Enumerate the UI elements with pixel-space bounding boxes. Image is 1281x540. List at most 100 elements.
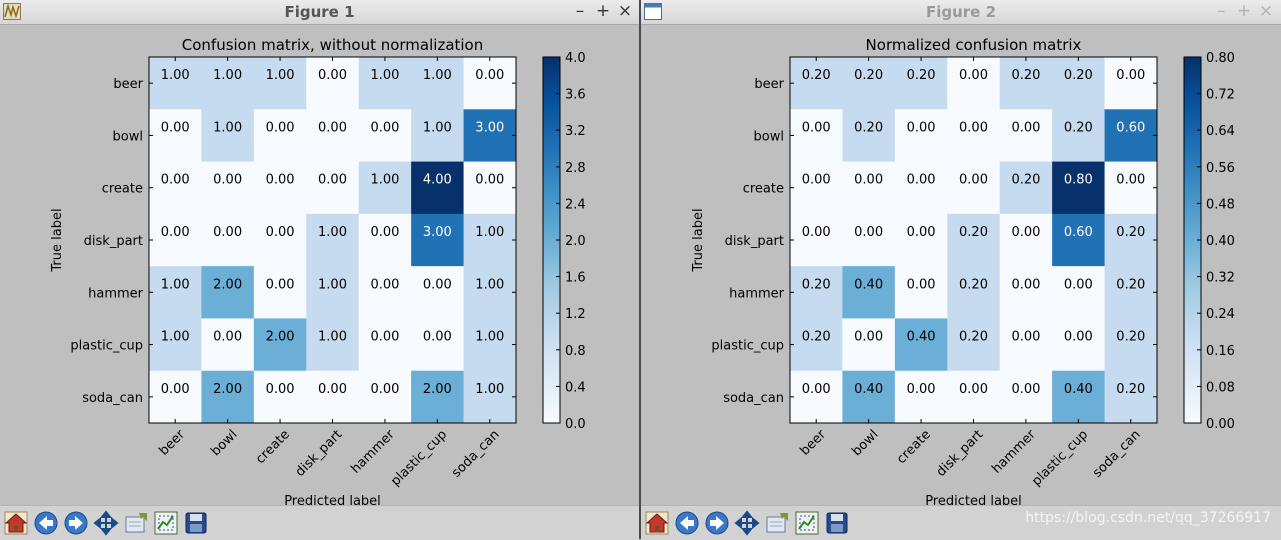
cell-value-label: 0.00 (907, 225, 936, 240)
matrix-cell (411, 57, 465, 110)
minimize-button[interactable]: – (1216, 1, 1226, 21)
back-arrow-button[interactable] (33, 510, 59, 536)
cell-value-label: 0.40 (854, 277, 883, 292)
cell-value-label: 0.00 (1011, 225, 1040, 240)
matrix-cell (358, 109, 412, 163)
cell-value-label: 0.00 (213, 173, 242, 188)
configure-subplots-icon (795, 511, 819, 535)
matrix-cell (149, 109, 202, 163)
figure-2-toolbar (641, 505, 1281, 540)
cell-value-label: 0.20 (959, 330, 988, 345)
matrix-cell (947, 57, 1001, 110)
cell-value-label: 1.00 (161, 330, 190, 345)
matrix-cell (411, 109, 465, 163)
cell-value-label: 0.00 (1011, 330, 1040, 345)
close-button[interactable]: × (617, 1, 633, 21)
cell-value-label: 0.20 (802, 68, 831, 83)
pan-move-button[interactable] (734, 510, 760, 536)
cell-value-label: 0.00 (959, 120, 988, 135)
matrix-cell (358, 370, 412, 424)
window-separator (639, 0, 641, 539)
cell-value-label: 1.00 (213, 120, 242, 135)
matrix-cell (947, 370, 1001, 424)
matrix-cell (358, 57, 412, 110)
cell-value-label: 0.20 (1011, 68, 1040, 83)
cell-value-label: 0.00 (854, 330, 883, 345)
cell-value-label: 0.00 (907, 173, 936, 188)
x-tick-label: plastic_cup (388, 427, 450, 489)
cell-value-label: 0.00 (475, 173, 504, 188)
chart-title: Normalized confusion matrix (866, 36, 1082, 54)
zoom-rectangle-button[interactable] (123, 510, 149, 536)
configure-subplots-button[interactable] (794, 510, 820, 536)
x-tick-label: disk_part (934, 427, 987, 480)
home-icon (645, 511, 669, 535)
matrix-cell (306, 318, 360, 372)
maximize-button[interactable]: + (595, 1, 611, 21)
cell-value-label: 1.00 (161, 277, 190, 292)
close-button[interactable]: × (1258, 1, 1274, 21)
cell-value-label: 0.00 (370, 120, 399, 135)
forward-arrow-button[interactable] (63, 510, 89, 536)
cell-value-label: 0.00 (213, 330, 242, 345)
x-tick-label: plastic_cup (1029, 427, 1091, 489)
x-tick-label: bowl (208, 427, 240, 459)
back-arrow-button[interactable] (674, 510, 700, 536)
pan-move-icon (93, 510, 119, 536)
matrix-cell (201, 57, 255, 110)
matrix-cell (1052, 266, 1106, 319)
matrix-cell (1104, 161, 1158, 215)
colorbar-tick-label: 1.2 (565, 307, 586, 322)
cell-value-label: 0.00 (370, 330, 399, 345)
matrix-cell (999, 57, 1053, 110)
colorbar-tick-label: 0.40 (1206, 234, 1235, 249)
colorbar-tick-label: 4.0 (565, 51, 586, 66)
matrix-cell (253, 266, 307, 319)
configure-subplots-button[interactable] (153, 510, 179, 536)
home-button[interactable] (644, 510, 670, 536)
pan-move-button[interactable] (93, 510, 119, 536)
matrix-cell (201, 213, 255, 267)
colorbar-tick-label: 3.6 (565, 88, 586, 103)
matrix-cell (253, 213, 307, 267)
cell-value-label: 0.00 (318, 173, 347, 188)
cell-value-label: 1.00 (266, 68, 295, 83)
cell-value-label: 0.00 (854, 173, 883, 188)
matrix-cell (1104, 213, 1158, 267)
figure-1-titlebar[interactable]: Figure 1 – + × (0, 0, 639, 25)
cell-value-label: 1.00 (475, 225, 504, 240)
save-disk-button[interactable] (824, 510, 850, 536)
figure-2-titlebar[interactable]: Figure 2 – + × (641, 0, 1281, 25)
colorbar-tick-label: 0.00 (1206, 417, 1235, 432)
colorbar-tick-label: 0.72 (1206, 88, 1235, 103)
y-tick-label: soda_can (723, 391, 784, 406)
cell-value-label: 0.00 (907, 120, 936, 135)
forward-arrow-button[interactable] (704, 510, 730, 536)
save-disk-icon (826, 512, 848, 534)
cell-value-label: 0.20 (1116, 382, 1145, 397)
zoom-rectangle-button[interactable] (764, 510, 790, 536)
cell-value-label: 0.20 (1116, 225, 1145, 240)
cell-value-label: 0.20 (907, 68, 936, 83)
cell-value-label: 0.60 (1116, 120, 1145, 135)
cell-value-label: 0.00 (1116, 68, 1145, 83)
x-tick-label: create (894, 427, 934, 467)
x-tick-label: disk_part (293, 427, 346, 480)
save-disk-button[interactable] (183, 510, 209, 536)
matrix-cell (790, 161, 843, 215)
matrix-cell (1052, 318, 1106, 372)
cell-value-label: 0.00 (959, 68, 988, 83)
matrix-cell (306, 370, 360, 424)
maximize-button[interactable]: + (1236, 1, 1252, 21)
matrix-cell (1052, 109, 1106, 163)
matrix-cell (790, 213, 843, 267)
minimize-button[interactable]: – (575, 1, 585, 21)
home-button[interactable] (3, 510, 29, 536)
cell-value-label: 0.00 (907, 277, 936, 292)
matrix-cell (201, 370, 255, 424)
x-tick-label: beer (798, 427, 830, 459)
matrix-cell (842, 213, 896, 267)
matrix-cell (1104, 318, 1158, 372)
colorbar-tick-label: 3.2 (565, 124, 586, 139)
cell-value-label: 2.00 (213, 277, 242, 292)
